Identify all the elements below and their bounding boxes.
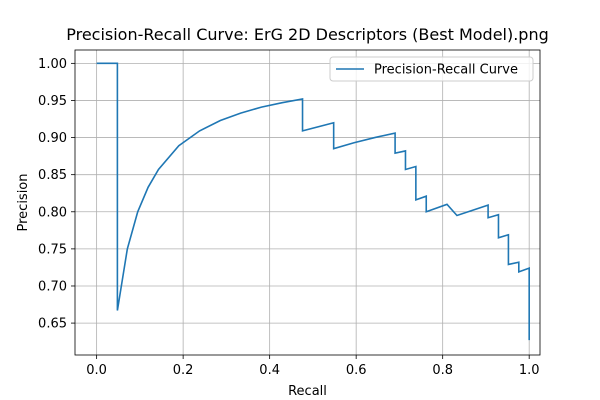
tick-group: 0.0 0.2 0.4 0.6 0.8 1.0 0.65 0.70 0.75 0.80 0.85 0.… [38,57,539,378]
y-axis-title: Precision [16,173,31,231]
x-tick-label: 0.0 [86,363,107,378]
x-axis-title: Recall [288,384,327,399]
y-tick-label: 0.90 [38,131,67,146]
legend-label: Precision-Recall Curve [374,63,518,78]
chart-title: Precision-Recall Curve: ErG 2D Descripto… [66,25,549,44]
legend-box [329,56,534,82]
series-line-precision-recall [96,62,530,341]
y-tick-label: 1.00 [38,57,67,72]
x-tick-label: 1.0 [519,363,540,378]
y-tick-label: 0.95 [38,94,67,109]
legend: Precision-Recall Curve [329,56,534,82]
x-tick-label: 0.2 [173,363,194,378]
y-tick-label: 0.75 [38,242,67,257]
y-tick-label: 0.80 [38,205,67,220]
y-tick-label: 0.65 [38,317,67,332]
x-tick-label: 0.6 [346,363,367,378]
x-tick-label: 0.4 [259,363,280,378]
grid-lines [75,50,540,355]
y-tick-label: 0.70 [38,279,67,294]
series-group [96,62,530,341]
plot-frame [74,49,541,356]
y-tick-label: 0.85 [38,168,67,183]
x-tick-label: 0.8 [432,363,453,378]
